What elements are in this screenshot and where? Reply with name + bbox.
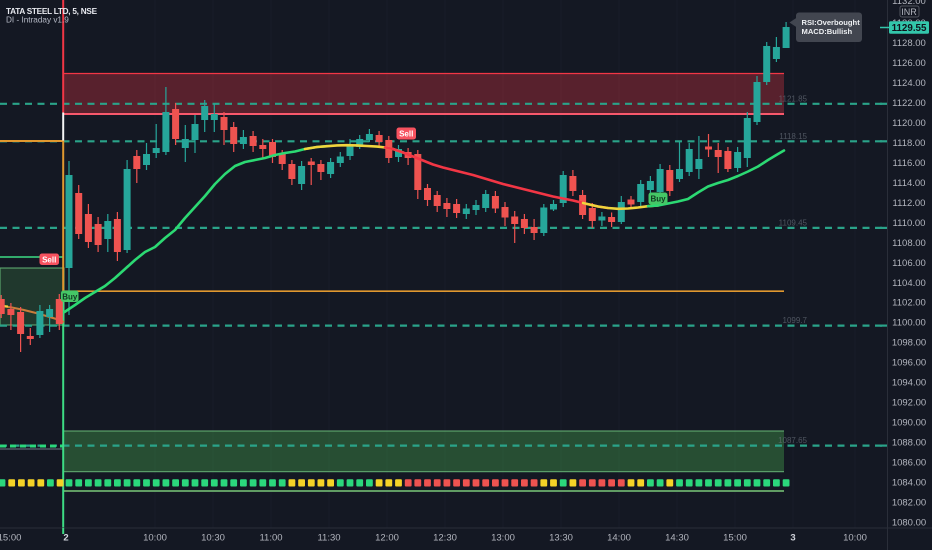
svg-text:11:30: 11:30 bbox=[317, 533, 340, 544]
svg-text:RSI:Overbought: RSI:Overbought bbox=[802, 18, 861, 27]
svg-text:15:00: 15:00 bbox=[723, 533, 747, 544]
svg-text:1102.00: 1102.00 bbox=[892, 298, 926, 309]
svg-text:2: 2 bbox=[63, 533, 68, 544]
svg-text:1126.00: 1126.00 bbox=[892, 58, 926, 69]
svg-text:1132.00: 1132.00 bbox=[892, 0, 926, 7]
svg-text:1092.00: 1092.00 bbox=[892, 398, 926, 409]
svg-text:12:00: 12:00 bbox=[375, 533, 399, 544]
svg-text:1094.00: 1094.00 bbox=[892, 378, 926, 389]
svg-text:10:30: 10:30 bbox=[201, 533, 225, 544]
svg-text:1086.00: 1086.00 bbox=[892, 458, 926, 469]
svg-text:1122.00: 1122.00 bbox=[892, 98, 926, 109]
svg-text:1109.45: 1109.45 bbox=[779, 218, 808, 227]
svg-text:1124.00: 1124.00 bbox=[892, 78, 926, 89]
svg-text:1128.00: 1128.00 bbox=[892, 38, 926, 49]
svg-text:13:30: 13:30 bbox=[549, 533, 573, 544]
svg-text:Sell: Sell bbox=[399, 130, 413, 139]
svg-text:1118.00: 1118.00 bbox=[893, 138, 926, 149]
svg-text:1096.00: 1096.00 bbox=[892, 358, 926, 369]
svg-text:1106.00: 1106.00 bbox=[892, 258, 926, 269]
svg-text:1121.85: 1121.85 bbox=[779, 94, 808, 103]
svg-text:1088.00: 1088.00 bbox=[892, 438, 926, 449]
svg-text:1100.00: 1100.00 bbox=[892, 318, 926, 329]
svg-text:TATA STEEL LTD, 5, NSE: TATA STEEL LTD, 5, NSE bbox=[6, 7, 98, 16]
svg-text:10:00: 10:00 bbox=[843, 533, 867, 544]
svg-text:1118.15: 1118.15 bbox=[779, 132, 807, 141]
svg-text:Buy: Buy bbox=[62, 292, 78, 301]
svg-text:DI - Intraday v1.9: DI - Intraday v1.9 bbox=[6, 16, 69, 25]
svg-text:1090.00: 1090.00 bbox=[892, 418, 926, 429]
svg-text:1098.00: 1098.00 bbox=[892, 338, 926, 349]
svg-text:1120.00: 1120.00 bbox=[892, 118, 926, 129]
svg-text:1116.00: 1116.00 bbox=[893, 158, 926, 169]
svg-text:1099.7: 1099.7 bbox=[783, 316, 808, 325]
svg-text:3: 3 bbox=[790, 533, 795, 544]
svg-text:1112.00: 1112.00 bbox=[893, 198, 926, 209]
svg-text:MACD:Bullish: MACD:Bullish bbox=[802, 27, 853, 36]
svg-text:1108.00: 1108.00 bbox=[892, 238, 926, 249]
svg-text:Buy: Buy bbox=[650, 194, 666, 203]
svg-text:1084.00: 1084.00 bbox=[892, 477, 926, 488]
svg-text:Sell: Sell bbox=[42, 255, 56, 264]
svg-text:1129.55: 1129.55 bbox=[892, 23, 927, 34]
svg-text:1114.00: 1114.00 bbox=[893, 178, 926, 189]
svg-text:1110.00: 1110.00 bbox=[893, 218, 926, 229]
svg-text:1087.65: 1087.65 bbox=[778, 436, 807, 445]
svg-text:1080.00: 1080.00 bbox=[892, 517, 926, 528]
svg-text:15:00: 15:00 bbox=[0, 533, 21, 544]
svg-text:12:30: 12:30 bbox=[433, 533, 457, 544]
svg-text:1082.00: 1082.00 bbox=[892, 497, 926, 508]
svg-text:1104.00: 1104.00 bbox=[892, 278, 926, 289]
svg-text:INR: INR bbox=[901, 7, 917, 17]
svg-text:14:30: 14:30 bbox=[665, 533, 689, 544]
svg-text:10:00: 10:00 bbox=[143, 533, 167, 544]
svg-text:13:00: 13:00 bbox=[491, 533, 515, 544]
svg-text:11:00: 11:00 bbox=[259, 533, 282, 544]
svg-text:14:00: 14:00 bbox=[607, 533, 631, 544]
